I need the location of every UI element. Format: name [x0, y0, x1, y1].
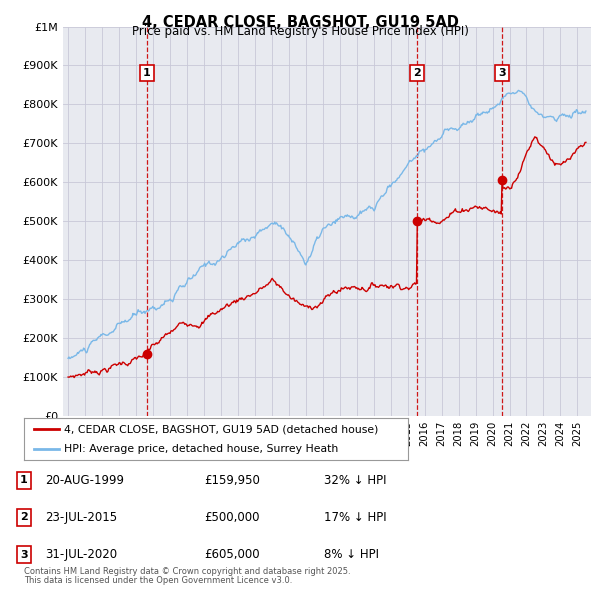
- Text: 32% ↓ HPI: 32% ↓ HPI: [324, 474, 386, 487]
- Text: 1: 1: [20, 476, 28, 485]
- Text: £159,950: £159,950: [204, 474, 260, 487]
- Text: Price paid vs. HM Land Registry's House Price Index (HPI): Price paid vs. HM Land Registry's House …: [131, 25, 469, 38]
- Text: 3: 3: [20, 550, 28, 559]
- Text: 2: 2: [20, 513, 28, 522]
- Text: 31-JUL-2020: 31-JUL-2020: [45, 548, 117, 561]
- Text: 20-AUG-1999: 20-AUG-1999: [45, 474, 124, 487]
- Text: This data is licensed under the Open Government Licence v3.0.: This data is licensed under the Open Gov…: [24, 576, 292, 585]
- Text: 4, CEDAR CLOSE, BAGSHOT, GU19 5AD: 4, CEDAR CLOSE, BAGSHOT, GU19 5AD: [142, 15, 458, 30]
- Text: 1: 1: [143, 68, 151, 78]
- Text: 8% ↓ HPI: 8% ↓ HPI: [324, 548, 379, 561]
- Text: HPI: Average price, detached house, Surrey Heath: HPI: Average price, detached house, Surr…: [64, 444, 338, 454]
- Text: 17% ↓ HPI: 17% ↓ HPI: [324, 511, 386, 524]
- Text: Contains HM Land Registry data © Crown copyright and database right 2025.: Contains HM Land Registry data © Crown c…: [24, 567, 350, 576]
- Text: 3: 3: [499, 68, 506, 78]
- Text: £500,000: £500,000: [204, 511, 260, 524]
- Text: 2: 2: [413, 68, 421, 78]
- Text: 23-JUL-2015: 23-JUL-2015: [45, 511, 117, 524]
- Text: £605,000: £605,000: [204, 548, 260, 561]
- Text: 4, CEDAR CLOSE, BAGSHOT, GU19 5AD (detached house): 4, CEDAR CLOSE, BAGSHOT, GU19 5AD (detac…: [64, 424, 379, 434]
